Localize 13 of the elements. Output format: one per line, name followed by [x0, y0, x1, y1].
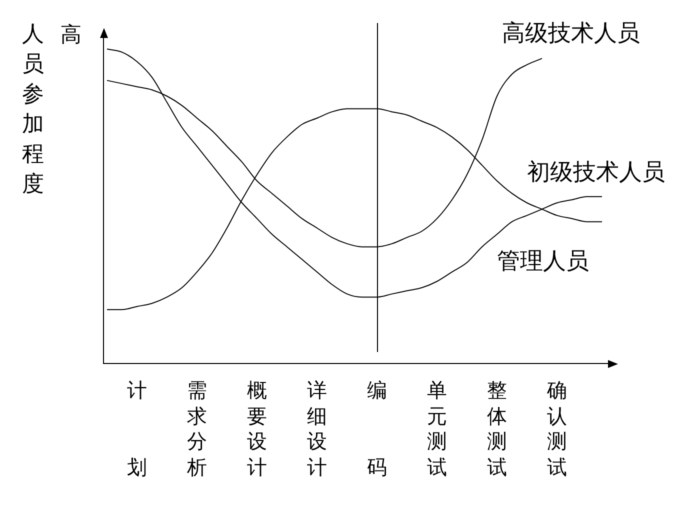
series-label: 管理人员: [497, 248, 589, 274]
category-label: 计划: [127, 378, 147, 480]
series-label: 高级技术人员: [502, 20, 640, 47]
text: 高: [60, 22, 82, 46]
y-axis-title: 人员参加程度: [22, 21, 44, 199]
x-tick-label: 需求分析: [187, 378, 207, 481]
x-tick-label: 详细设计: [307, 378, 327, 481]
series-label: 初级技术人员: [527, 159, 665, 186]
x-tick-label: 单元测试: [427, 378, 447, 481]
x-tick-label: 确认测试: [547, 378, 567, 481]
x-tick-label: 概要设计: [247, 378, 267, 481]
x-tick-label: 整体测试: [487, 378, 507, 481]
category-label: 编码: [367, 378, 387, 480]
